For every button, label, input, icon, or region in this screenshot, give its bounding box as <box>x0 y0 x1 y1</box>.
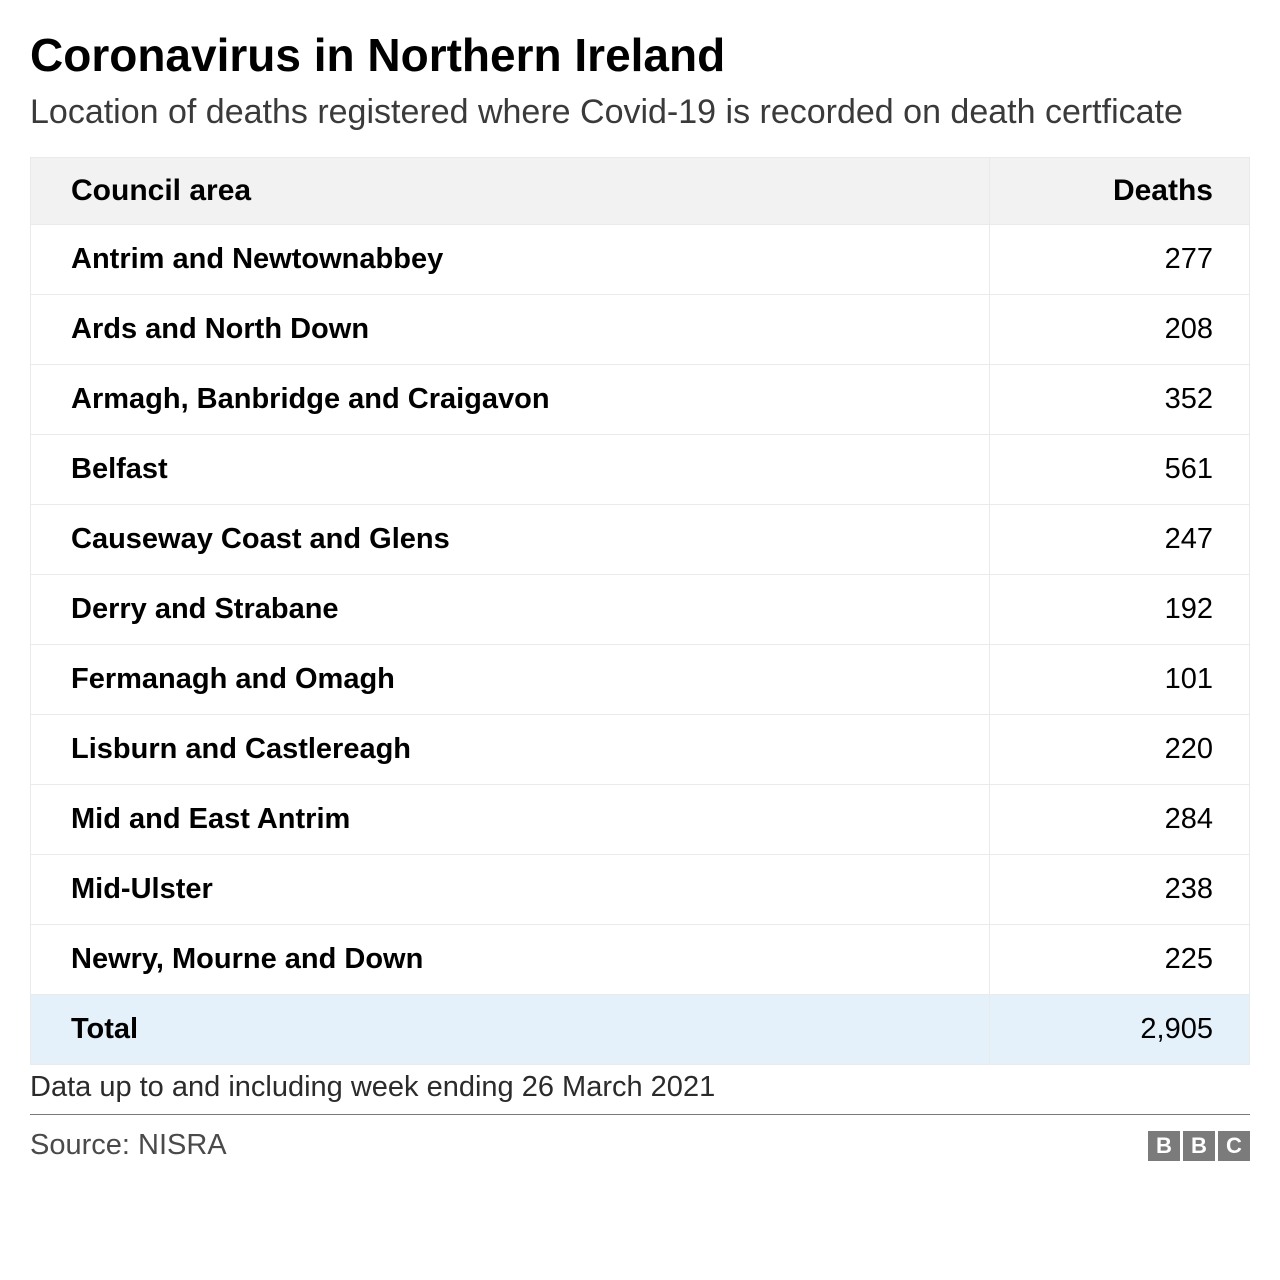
area-cell: Newry, Mourne and Down <box>31 925 990 995</box>
bbc-letter: C <box>1218 1131 1250 1161</box>
table-row: Belfast 561 <box>31 435 1250 505</box>
bbc-logo-icon: B B C <box>1148 1131 1250 1161</box>
source-text: Source: NISRA <box>30 1129 227 1162</box>
area-cell: Ards and North Down <box>31 295 990 365</box>
total-label: Total <box>31 995 990 1065</box>
table-row: Antrim and Newtownabbey 277 <box>31 225 1250 295</box>
area-cell: Lisburn and Castlereagh <box>31 715 990 785</box>
table-header-row: Council area Deaths <box>31 158 1250 225</box>
table-row: Derry and Strabane 192 <box>31 575 1250 645</box>
table-row: Lisburn and Castlereagh 220 <box>31 715 1250 785</box>
deaths-table: Council area Deaths Antrim and Newtownab… <box>30 157 1250 1065</box>
bbc-letter: B <box>1183 1131 1215 1161</box>
col-header-deaths: Deaths <box>990 158 1250 225</box>
deaths-cell: 225 <box>990 925 1250 995</box>
area-cell: Belfast <box>31 435 990 505</box>
table-total-row: Total 2,905 <box>31 995 1250 1065</box>
deaths-cell: 284 <box>990 785 1250 855</box>
area-cell: Antrim and Newtownabbey <box>31 225 990 295</box>
table-row: Mid and East Antrim 284 <box>31 785 1250 855</box>
table-row: Newry, Mourne and Down 225 <box>31 925 1250 995</box>
table-row: Causeway Coast and Glens 247 <box>31 505 1250 575</box>
col-header-area: Council area <box>31 158 990 225</box>
area-cell: Derry and Strabane <box>31 575 990 645</box>
table-row: Ards and North Down 208 <box>31 295 1250 365</box>
page-title: Coronavirus in Northern Ireland <box>30 30 1250 81</box>
deaths-cell: 247 <box>990 505 1250 575</box>
deaths-cell: 238 <box>990 855 1250 925</box>
footnote: Data up to and including week ending 26 … <box>30 1065 1250 1115</box>
deaths-cell: 352 <box>990 365 1250 435</box>
deaths-cell: 277 <box>990 225 1250 295</box>
table-body: Antrim and Newtownabbey 277 Ards and Nor… <box>31 225 1250 1065</box>
source-row: Source: NISRA B B C <box>30 1115 1250 1162</box>
area-cell: Armagh, Banbridge and Craigavon <box>31 365 990 435</box>
figure-container: Coronavirus in Northern Ireland Location… <box>30 30 1250 1162</box>
page-subtitle: Location of deaths registered where Covi… <box>30 91 1250 134</box>
deaths-cell: 561 <box>990 435 1250 505</box>
area-cell: Mid and East Antrim <box>31 785 990 855</box>
table-row: Armagh, Banbridge and Craigavon 352 <box>31 365 1250 435</box>
area-cell: Fermanagh and Omagh <box>31 645 990 715</box>
deaths-cell: 220 <box>990 715 1250 785</box>
table-row: Mid-Ulster 238 <box>31 855 1250 925</box>
deaths-cell: 208 <box>990 295 1250 365</box>
deaths-cell: 192 <box>990 575 1250 645</box>
deaths-cell: 101 <box>990 645 1250 715</box>
table-row: Fermanagh and Omagh 101 <box>31 645 1250 715</box>
area-cell: Mid-Ulster <box>31 855 990 925</box>
total-value: 2,905 <box>990 995 1250 1065</box>
area-cell: Causeway Coast and Glens <box>31 505 990 575</box>
bbc-letter: B <box>1148 1131 1180 1161</box>
